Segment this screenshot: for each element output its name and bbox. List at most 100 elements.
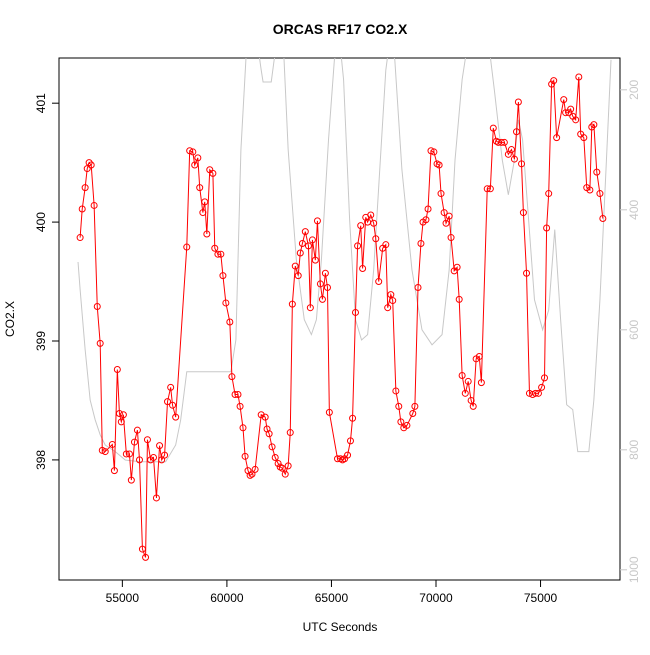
- data-point: [532, 389, 540, 397]
- data-point: [458, 371, 466, 379]
- x-tick-label: 75000: [524, 591, 558, 605]
- data-point: [422, 216, 430, 224]
- data-point: [414, 283, 422, 291]
- y-tick-label: 399: [34, 331, 48, 351]
- data-point: [392, 387, 400, 395]
- data-point: [346, 437, 354, 445]
- data-point: [167, 383, 175, 391]
- data-point: [261, 413, 269, 421]
- data-point: [316, 280, 324, 288]
- data-point: [538, 383, 546, 391]
- data-point: [424, 205, 432, 213]
- data-point: [586, 186, 594, 194]
- data-point: [359, 264, 367, 272]
- data-point: [152, 494, 160, 502]
- x-tick-label: 65000: [315, 591, 349, 605]
- data-point: [417, 239, 425, 247]
- data-point: [222, 299, 230, 307]
- data-point: [519, 209, 527, 217]
- y2-tick-label: 1000: [627, 556, 641, 583]
- data-point: [384, 304, 392, 312]
- data-point: [268, 443, 276, 451]
- data-point: [357, 222, 365, 230]
- data-point: [313, 217, 321, 225]
- data-point: [130, 438, 138, 446]
- data-point: [191, 161, 199, 169]
- data-point: [298, 239, 306, 247]
- data-point: [251, 465, 259, 473]
- data-point: [590, 121, 598, 129]
- y2-tick-label: 800: [627, 439, 641, 459]
- data-point: [469, 402, 477, 410]
- data-point: [239, 424, 247, 432]
- data-point: [311, 256, 319, 264]
- data-point: [196, 184, 204, 192]
- data-point: [489, 124, 497, 132]
- data-point: [246, 471, 254, 479]
- data-point: [127, 476, 135, 484]
- data-point: [534, 389, 542, 397]
- data-point: [486, 185, 494, 193]
- data-point: [445, 212, 453, 220]
- data-line: [79, 76, 604, 558]
- data-point: [354, 242, 362, 250]
- data-point: [110, 467, 118, 475]
- data-point: [211, 244, 219, 252]
- data-point: [349, 414, 357, 422]
- data-point: [274, 459, 282, 467]
- data-point: [96, 339, 104, 347]
- data-point: [467, 396, 475, 404]
- data-point: [477, 379, 485, 387]
- data-point: [593, 168, 601, 176]
- data-point: [483, 185, 491, 193]
- data-point: [395, 402, 403, 410]
- data-point: [442, 219, 450, 227]
- data-point: [136, 456, 144, 464]
- data-point: [172, 413, 180, 421]
- data-point: [543, 224, 551, 232]
- data-point: [164, 398, 172, 406]
- data-point: [562, 109, 570, 117]
- data-point: [288, 300, 296, 308]
- data-point: [189, 148, 197, 156]
- data-point: [351, 308, 359, 316]
- data-point: [514, 98, 522, 106]
- data-point: [321, 269, 329, 277]
- data-point: [183, 243, 191, 251]
- data-point: [344, 451, 352, 459]
- data-point: [518, 160, 526, 168]
- data-point: [323, 283, 331, 291]
- data-point: [125, 450, 133, 458]
- secondary-line: [77, 58, 612, 463]
- data-point: [161, 451, 169, 459]
- data-point: [234, 391, 242, 399]
- data-point: [304, 242, 312, 250]
- data-point: [286, 429, 294, 437]
- data-point: [186, 147, 194, 155]
- data-point: [81, 184, 89, 192]
- data-point: [367, 211, 375, 219]
- data-point: [143, 436, 151, 444]
- data-point: [236, 402, 244, 410]
- data-point: [301, 228, 309, 236]
- data-point: [214, 250, 222, 258]
- y-tick-label: 398: [34, 450, 48, 470]
- data-point: [93, 303, 101, 311]
- data-point: [440, 209, 448, 217]
- data-point: [370, 219, 378, 227]
- data-point: [580, 134, 588, 142]
- data-point: [231, 391, 239, 399]
- data-point: [435, 161, 443, 169]
- data-point: [318, 295, 326, 303]
- data-point: [375, 278, 383, 286]
- plot-frame: [58, 57, 621, 581]
- data-point: [194, 154, 202, 162]
- data-point: [150, 454, 158, 462]
- data-point: [397, 418, 405, 426]
- y-axis-label: CO2.X: [3, 301, 17, 337]
- data-point: [510, 155, 518, 163]
- data-point: [453, 263, 461, 271]
- data-point: [306, 304, 314, 312]
- x-tick-label: 60000: [210, 591, 244, 605]
- data-point: [90, 201, 98, 209]
